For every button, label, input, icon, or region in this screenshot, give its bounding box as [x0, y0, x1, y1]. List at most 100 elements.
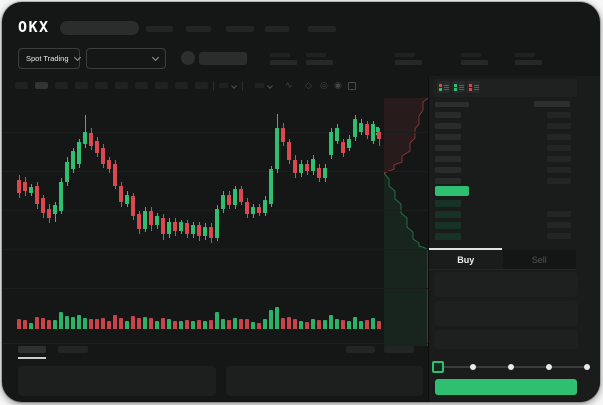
- candle-body: [101, 147, 105, 164]
- timeframe-button-7[interactable]: [135, 82, 148, 89]
- amount-field[interactable]: [434, 301, 578, 326]
- orders-tab-active[interactable]: [18, 346, 46, 353]
- bid-row[interactable]: [435, 233, 571, 240]
- candle-body: [23, 182, 27, 191]
- slider-step-dot-50[interactable]: [508, 364, 514, 370]
- timeframe-button-5[interactable]: [95, 82, 108, 89]
- volume-bar: [251, 322, 255, 329]
- volume-bar: [41, 318, 45, 329]
- draw-icon[interactable]: ◇: [305, 80, 312, 90]
- orders-action-1[interactable]: [346, 346, 375, 353]
- chevron-down-icon: [73, 53, 81, 62]
- chevron-down-icon[interactable]: [231, 83, 237, 89]
- candle-body: [71, 151, 75, 170]
- volume-bar: [185, 320, 189, 329]
- tab-sell[interactable]: Sell: [502, 250, 576, 269]
- total-field[interactable]: [434, 330, 578, 349]
- volume-bar: [227, 320, 231, 329]
- candle-body: [107, 160, 111, 170]
- ask-row[interactable]: [435, 134, 571, 140]
- candle-body: [17, 180, 21, 193]
- nav-item-1[interactable]: [146, 26, 173, 32]
- coin-avatar: [181, 51, 195, 65]
- ask-price-placeholder: [435, 112, 461, 118]
- search-input[interactable]: [60, 21, 139, 35]
- timeframe-button-6[interactable]: [115, 82, 128, 89]
- section-divider: [2, 343, 429, 344]
- current-price-badge[interactable]: [435, 186, 469, 196]
- chart-gridline: [2, 288, 430, 289]
- timeframe-button-10[interactable]: [195, 82, 208, 89]
- settings-icon[interactable]: ◉: [334, 80, 342, 90]
- last-price-marker: [376, 127, 379, 135]
- nav-item-3[interactable]: [226, 26, 254, 32]
- nav-item-4[interactable]: [265, 26, 289, 32]
- volume-bar: [275, 307, 279, 329]
- ask-row[interactable]: [435, 178, 571, 184]
- ask-rows: [435, 112, 571, 189]
- slider-step-dot-25[interactable]: [470, 364, 476, 370]
- ticker-stat-3: [395, 53, 422, 65]
- buy-submit-button[interactable]: [435, 379, 577, 395]
- line-type-icon[interactable]: ∿: [285, 80, 293, 90]
- overlay-dropdown[interactable]: [255, 83, 264, 88]
- volume-bar: [311, 319, 315, 329]
- volume-bar: [29, 323, 33, 329]
- tab-buy[interactable]: Buy: [457, 254, 475, 265]
- candle-body: [269, 169, 273, 204]
- ask-amount-placeholder: [547, 167, 571, 173]
- active-tab-indicator: [429, 248, 502, 250]
- timeframe-button-1[interactable]: [15, 82, 28, 89]
- nav-item-5[interactable]: [308, 26, 336, 32]
- candle-body: [281, 128, 285, 143]
- order-book-view-combined-icon[interactable]: [437, 81, 450, 93]
- ask-price-placeholder: [435, 134, 461, 140]
- fullscreen-icon[interactable]: [348, 82, 356, 90]
- timeframe-button-2-active[interactable]: [35, 82, 48, 89]
- ask-row[interactable]: [435, 123, 571, 129]
- candle-body: [59, 182, 63, 211]
- orders-panel-left: [18, 366, 216, 396]
- timeframe-button-9[interactable]: [175, 82, 188, 89]
- order-book-view-bids-icon[interactable]: [452, 81, 465, 93]
- timeframe-button-8[interactable]: [155, 82, 168, 89]
- timeframe-button-4[interactable]: [75, 82, 88, 89]
- amount-slider-handle[interactable]: [432, 361, 444, 373]
- volume-bar: [245, 319, 249, 329]
- chevron-down-icon: [151, 53, 160, 62]
- candle-body: [251, 207, 255, 215]
- price-field[interactable]: [434, 272, 578, 297]
- bid-row[interactable]: [435, 222, 571, 229]
- pair-dropdown[interactable]: [86, 48, 166, 69]
- chevron-down-icon[interactable]: [267, 83, 273, 89]
- candle-body: [167, 221, 171, 235]
- candle-body: [359, 122, 363, 132]
- slider-step-dot-75[interactable]: [546, 364, 552, 370]
- market-type-dropdown[interactable]: Spot Trading: [18, 48, 81, 69]
- volume-bar: [101, 318, 105, 329]
- candle-body: [305, 164, 309, 172]
- bid-row[interactable]: [435, 200, 571, 207]
- ask-row[interactable]: [435, 145, 571, 151]
- order-book-view-asks-icon[interactable]: [467, 81, 480, 93]
- bid-amount-placeholder: [547, 211, 571, 217]
- orders-tab-2[interactable]: [58, 346, 88, 353]
- ask-row[interactable]: [435, 156, 571, 162]
- volume-bar: [155, 321, 159, 329]
- volume-bar: [119, 318, 123, 329]
- ask-row[interactable]: [435, 167, 571, 173]
- volume-bar: [233, 318, 237, 329]
- indicator-dropdown[interactable]: [219, 83, 228, 88]
- candle-body: [245, 201, 249, 215]
- nav-item-2[interactable]: [186, 26, 211, 32]
- candle-body: [149, 210, 153, 226]
- timeframe-button-3[interactable]: [55, 82, 68, 89]
- bid-row[interactable]: [435, 211, 571, 218]
- slider-step-dot-100[interactable]: [584, 364, 590, 370]
- candlestick-chart[interactable]: [2, 96, 430, 348]
- orders-action-2[interactable]: [384, 346, 414, 353]
- camera-icon[interactable]: ◎: [320, 80, 328, 90]
- ask-row[interactable]: [435, 112, 571, 118]
- candle-body: [317, 167, 321, 179]
- volume-bar: [323, 320, 327, 329]
